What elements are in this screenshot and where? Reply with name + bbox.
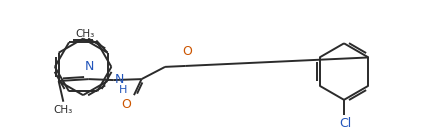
Text: O: O bbox=[182, 45, 192, 58]
Text: CH₃: CH₃ bbox=[75, 29, 94, 39]
Text: N: N bbox=[85, 59, 94, 73]
Text: Cl: Cl bbox=[339, 117, 351, 130]
Text: O: O bbox=[121, 98, 131, 111]
Text: H: H bbox=[118, 85, 127, 95]
Text: CH₃: CH₃ bbox=[54, 105, 73, 114]
Text: N: N bbox=[115, 73, 124, 86]
